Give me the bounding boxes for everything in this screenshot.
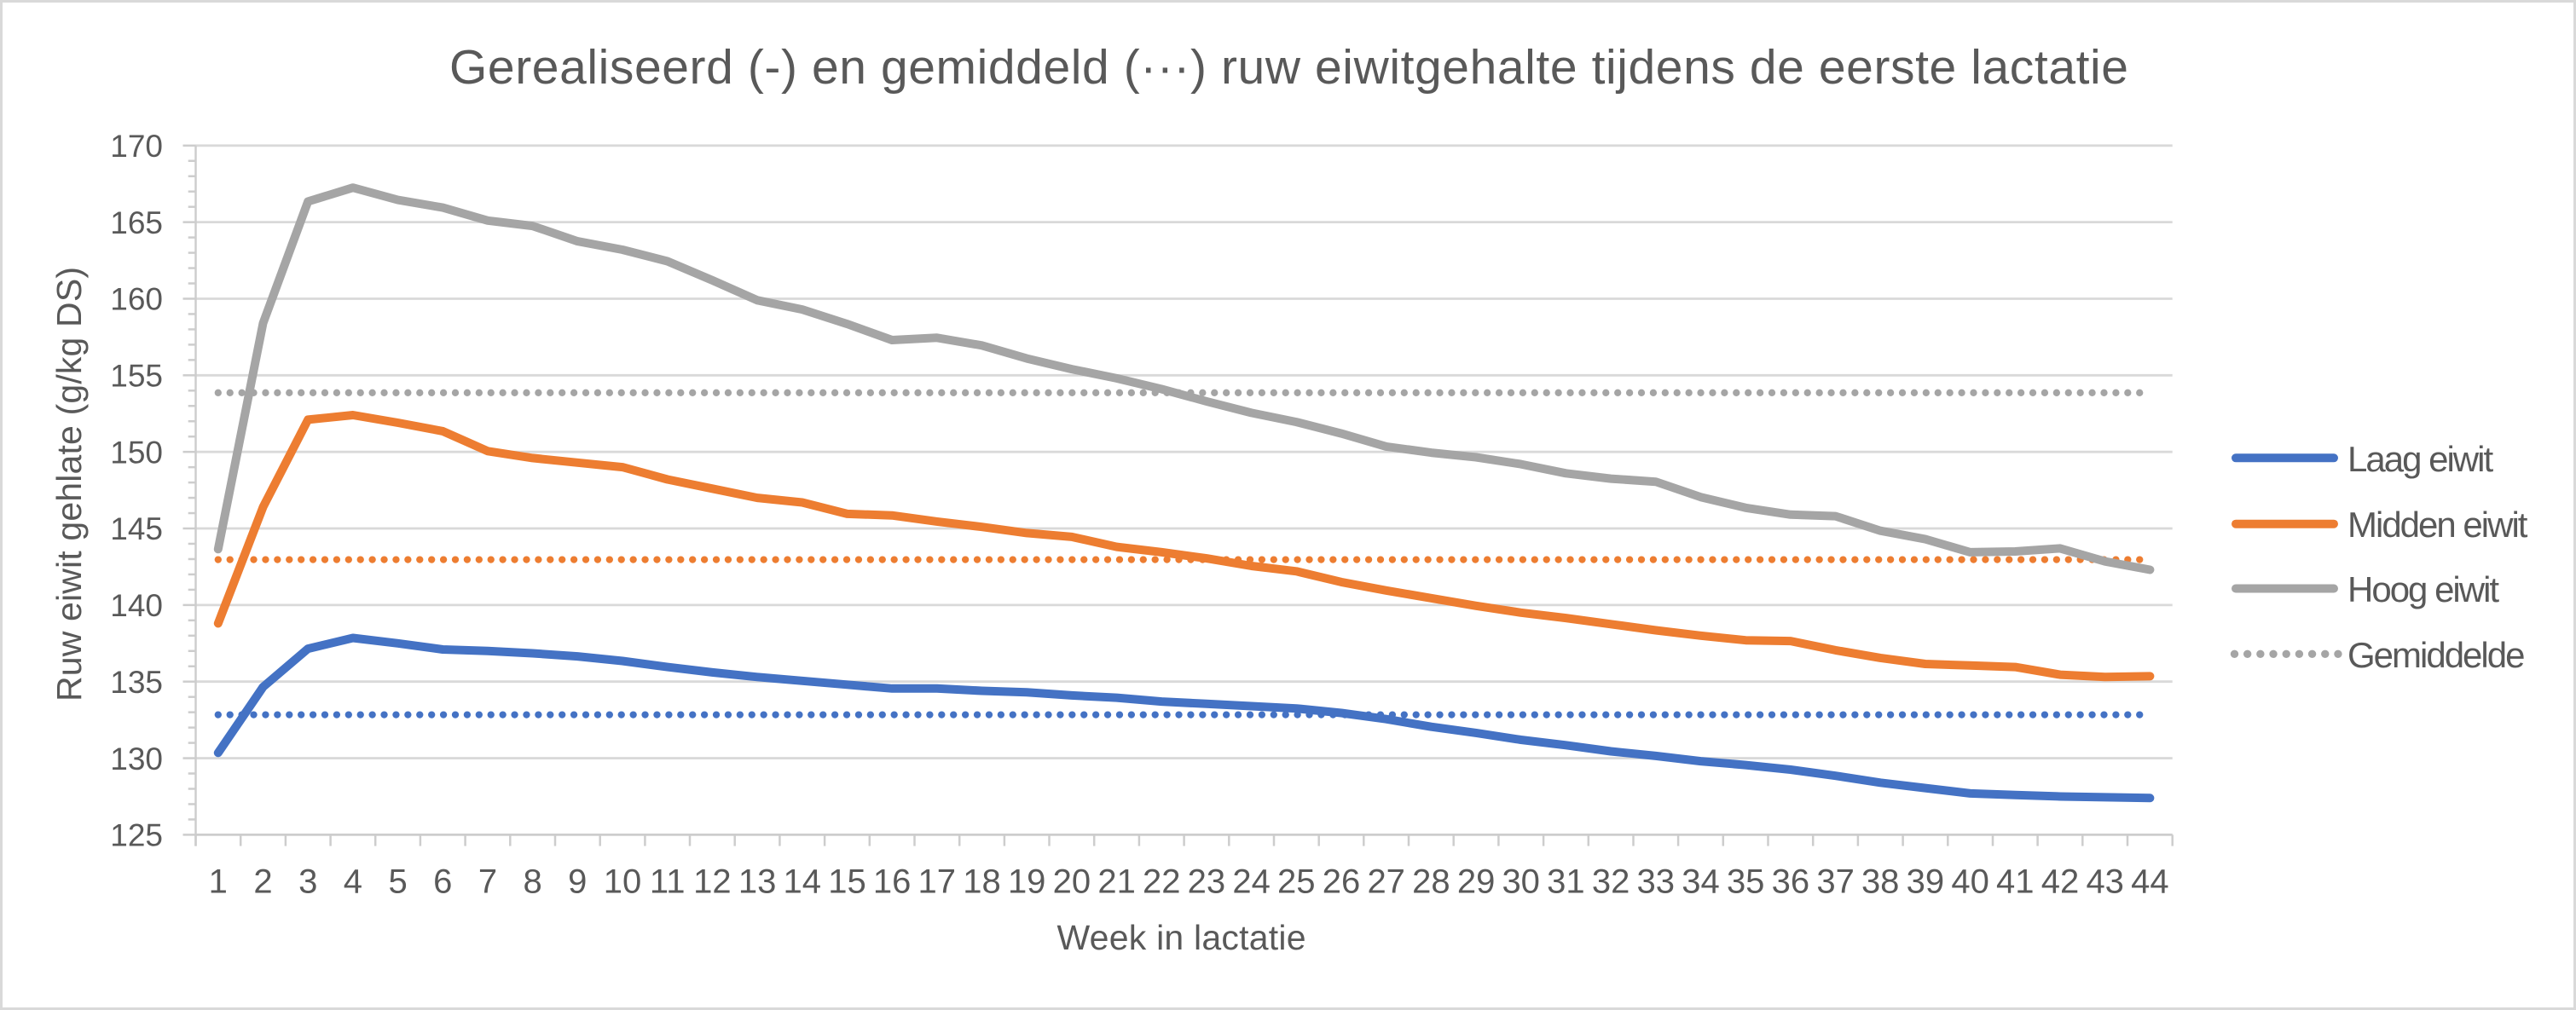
- svg-text:40: 40: [1951, 863, 1989, 901]
- svg-text:16: 16: [873, 863, 912, 901]
- svg-text:170: 170: [110, 129, 163, 164]
- svg-text:28: 28: [1412, 863, 1450, 901]
- svg-text:2: 2: [253, 863, 272, 901]
- svg-text:38: 38: [1861, 863, 1900, 901]
- svg-text:26: 26: [1323, 863, 1361, 901]
- svg-text:12: 12: [693, 863, 732, 901]
- svg-text:130: 130: [110, 742, 163, 776]
- svg-text:140: 140: [110, 588, 163, 623]
- svg-text:27: 27: [1367, 863, 1405, 901]
- svg-text:Hoog eiwit: Hoog eiwit: [2347, 569, 2499, 609]
- svg-text:145: 145: [110, 511, 163, 546]
- svg-text:36: 36: [1772, 863, 1810, 901]
- svg-text:22: 22: [1143, 863, 1181, 901]
- svg-text:24: 24: [1232, 863, 1271, 901]
- svg-text:13: 13: [738, 863, 777, 901]
- svg-text:Ruw eiwit gehlate (g/kg DS): Ruw eiwit gehlate (g/kg DS): [49, 267, 89, 701]
- svg-text:29: 29: [1457, 863, 1496, 901]
- svg-text:23: 23: [1188, 863, 1226, 901]
- svg-text:25: 25: [1277, 863, 1316, 901]
- svg-text:33: 33: [1637, 863, 1676, 901]
- svg-text:39: 39: [1907, 863, 1945, 901]
- svg-text:10: 10: [604, 863, 642, 901]
- svg-text:125: 125: [110, 818, 163, 853]
- svg-text:31: 31: [1547, 863, 1585, 901]
- svg-text:30: 30: [1502, 863, 1540, 901]
- svg-text:165: 165: [110, 205, 163, 240]
- svg-text:Gerealiseerd (-) en gemiddeld: Gerealiseerd (-) en gemiddeld (···) ruw …: [449, 40, 2128, 95]
- svg-text:42: 42: [2041, 863, 2080, 901]
- svg-text:6: 6: [433, 863, 452, 901]
- svg-text:Midden eiwit: Midden eiwit: [2347, 505, 2528, 545]
- svg-text:160: 160: [110, 282, 163, 317]
- svg-text:150: 150: [110, 435, 163, 470]
- svg-text:Week in lactatie: Week in lactatie: [1057, 918, 1306, 957]
- svg-text:135: 135: [110, 665, 163, 700]
- svg-text:37: 37: [1816, 863, 1855, 901]
- svg-text:8: 8: [523, 863, 541, 901]
- svg-text:43: 43: [2086, 863, 2124, 901]
- svg-text:14: 14: [784, 863, 822, 901]
- svg-text:4: 4: [344, 863, 362, 901]
- svg-text:34: 34: [1682, 863, 1720, 901]
- svg-text:Laag eiwit: Laag eiwit: [2347, 439, 2493, 479]
- svg-text:Gemiddelde: Gemiddelde: [2347, 635, 2524, 675]
- svg-text:7: 7: [478, 863, 497, 901]
- svg-text:15: 15: [828, 863, 866, 901]
- svg-text:19: 19: [1008, 863, 1046, 901]
- svg-text:11: 11: [650, 863, 686, 901]
- svg-text:21: 21: [1097, 863, 1136, 901]
- svg-text:9: 9: [568, 863, 587, 901]
- svg-text:17: 17: [918, 863, 957, 901]
- svg-text:1: 1: [209, 863, 228, 901]
- svg-text:41: 41: [1996, 863, 2035, 901]
- svg-text:32: 32: [1592, 863, 1630, 901]
- svg-text:44: 44: [2131, 863, 2169, 901]
- svg-text:5: 5: [388, 863, 407, 901]
- svg-text:35: 35: [1727, 863, 1765, 901]
- svg-text:155: 155: [110, 359, 163, 394]
- svg-text:20: 20: [1053, 863, 1091, 901]
- svg-text:3: 3: [298, 863, 317, 901]
- svg-text:18: 18: [963, 863, 1001, 901]
